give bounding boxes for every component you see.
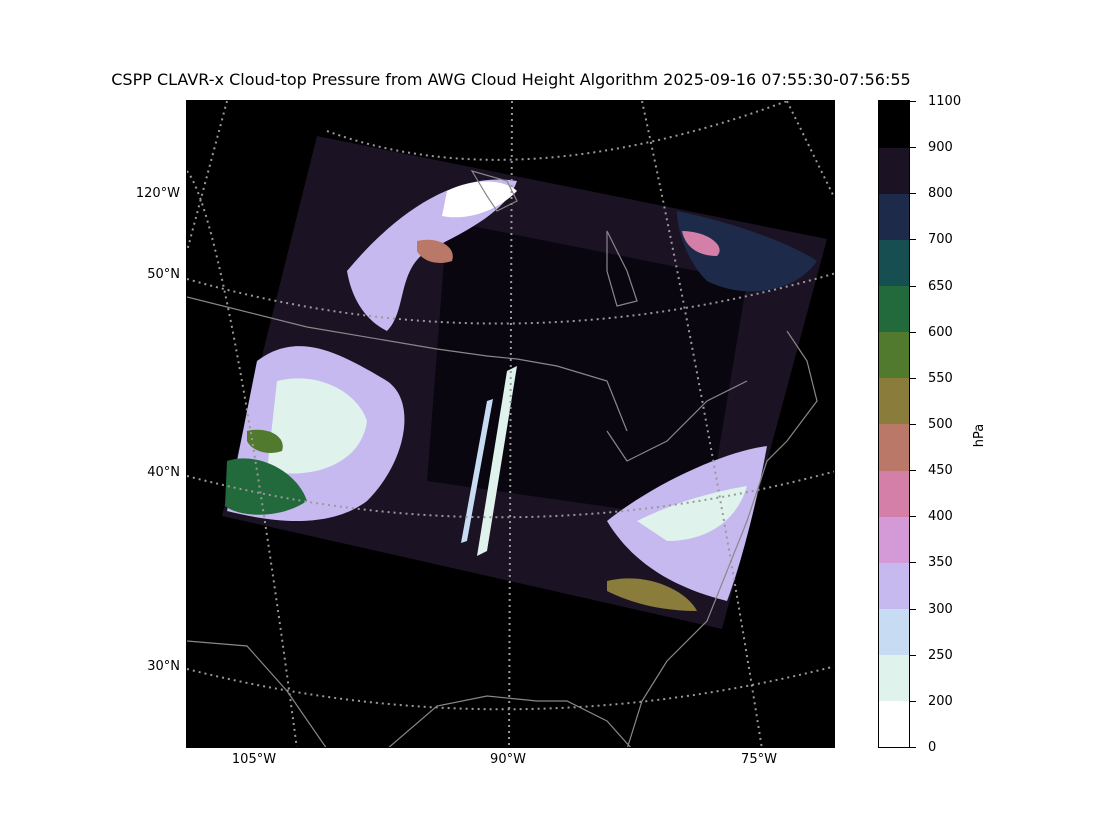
colorbar-tick	[910, 470, 916, 472]
us-canada-border	[187, 296, 628, 432]
lat-line-60n	[326, 101, 788, 161]
cloud-southeast-olive	[607, 578, 697, 611]
lon-label-105w: 105°W	[231, 752, 277, 767]
colorbar-tick	[910, 239, 916, 241]
cloud-west-core	[267, 378, 367, 474]
ohio-river	[606, 380, 748, 462]
colorbar-tick-label: 450	[928, 463, 953, 479]
colorbar-tick	[910, 377, 916, 379]
colorbar-tick-label: 550	[928, 370, 953, 386]
east-coast	[626, 330, 818, 747]
colorbar-tick-label: 400	[928, 509, 953, 525]
map-panel	[186, 100, 835, 748]
colorbar-segment	[879, 699, 909, 747]
colorbar-unit-label: hPa	[972, 423, 988, 448]
colorbar-segment	[879, 377, 909, 425]
cloud-northeast	[677, 211, 817, 292]
colorbar-tick-label: 350	[928, 555, 953, 571]
lon-label-120w: 120°W	[135, 186, 180, 201]
cloud-north-core	[442, 181, 517, 218]
colorbar-tick-label: 900	[928, 140, 953, 156]
colorbar-tick-label: 200	[928, 693, 953, 709]
lon-line-90w	[508, 101, 513, 747]
colorbar-segment	[879, 561, 909, 609]
cloud-streak-2	[461, 399, 493, 543]
colorbar-tick	[910, 424, 916, 425]
colorbar-segment	[879, 423, 909, 471]
cloud-streak-1	[477, 366, 517, 556]
colorbar-segment	[879, 653, 909, 701]
colorbar-segment	[879, 469, 909, 517]
colorbar-tick-label: 650	[928, 278, 953, 294]
colorbar-segment	[879, 607, 909, 655]
colorbar-tick-label: 300	[928, 601, 953, 617]
colorbar-tick	[910, 700, 916, 702]
map-svg	[187, 101, 834, 747]
colorbar-tick	[910, 331, 916, 333]
colorbar-tick	[910, 747, 916, 748]
lon-line-75w	[641, 101, 763, 747]
colorbar-tick-label: 700	[928, 232, 953, 248]
lat-label-30n: 30°N	[147, 659, 180, 674]
colorbar-segment	[879, 193, 909, 241]
colorbar-segment	[879, 239, 909, 287]
colorbar-segment	[879, 147, 909, 195]
colorbar-tick-label: 250	[928, 647, 953, 663]
lat-label-50n: 50°N	[147, 267, 180, 282]
cloud-northeast-pink	[682, 231, 720, 256]
graticule	[187, 101, 834, 747]
cloud-north	[347, 179, 517, 331]
cloud-west-green	[225, 458, 307, 515]
colorbar-segment	[879, 515, 909, 563]
lon-label-90w: 90°W	[490, 752, 526, 767]
colorbar-tick-label: 1100	[928, 94, 962, 109]
colorbar-segment	[879, 331, 909, 379]
colorbar-tick-label: 500	[928, 417, 953, 432]
colorbar-tick-label: 600	[928, 324, 953, 340]
colorbar-tick-label: 0	[928, 740, 937, 755]
lon-label-75w: 75°W	[741, 752, 777, 767]
colorbar-tick	[910, 516, 916, 518]
lon-line-60w	[786, 101, 834, 200]
lat-label-40n: 40°N	[147, 465, 180, 480]
cloud-west-olive	[247, 429, 283, 453]
figure-title: CSPP CLAVR-x Cloud-top Pressure from AWG…	[111, 70, 911, 89]
colorbar-tick	[910, 285, 916, 287]
cloud-southeast-core	[637, 486, 747, 541]
cloud-north-tan	[417, 239, 453, 263]
lat-line-40n	[187, 470, 834, 519]
colorbar-segment	[879, 101, 909, 148]
colorbar	[878, 100, 910, 748]
lon-line-105w	[187, 170, 298, 747]
colorbar-segment	[879, 285, 909, 333]
gulf-coast	[187, 640, 632, 747]
colorbar-tick	[910, 101, 916, 102]
colorbar-tick	[910, 193, 916, 195]
colorbar-tick	[910, 562, 916, 564]
lat-line-30n	[187, 665, 834, 711]
colorbar-tick-label: 800	[928, 186, 953, 202]
colorbar-tick	[910, 608, 916, 610]
great-lakes	[470, 170, 638, 307]
coastlines	[187, 170, 818, 747]
colorbar-tick	[910, 654, 916, 656]
lon-line-120w	[187, 101, 228, 252]
colorbar-tick	[910, 147, 916, 149]
clear-sky-region	[427, 221, 747, 521]
